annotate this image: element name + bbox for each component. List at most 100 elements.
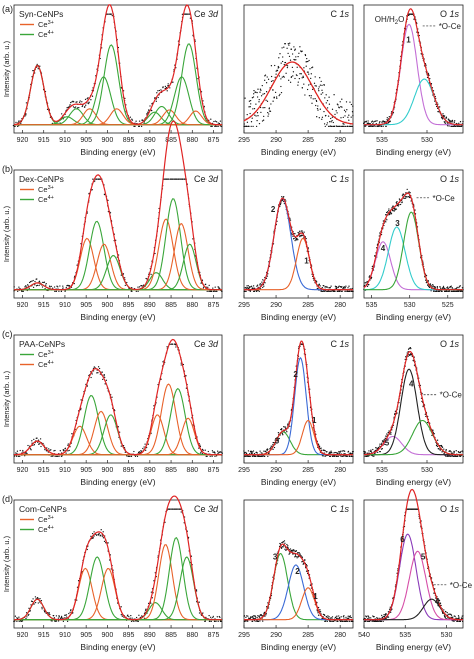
panel-title: O 1s — [440, 9, 460, 19]
data-point — [409, 192, 411, 194]
data-point — [18, 616, 20, 618]
y-axis-label: Intensity (arb. u.) — [2, 40, 11, 97]
data-point — [81, 101, 83, 103]
data-point — [256, 91, 258, 94]
data-point — [299, 235, 302, 237]
data-point — [337, 455, 339, 458]
data-point — [379, 450, 381, 453]
data-point — [127, 614, 129, 616]
data-point — [283, 196, 285, 198]
data-point — [51, 620, 53, 622]
data-point — [133, 450, 135, 453]
data-point — [268, 107, 271, 109]
data-point — [455, 125, 457, 128]
data-point — [53, 617, 56, 619]
data-point — [255, 125, 258, 128]
data-point — [25, 286, 27, 288]
data-point — [44, 448, 46, 451]
data-point — [409, 508, 411, 510]
plot-frame — [363, 499, 464, 629]
x-tick-label: 530 — [421, 467, 433, 474]
x-tick-label: 915 — [38, 302, 50, 309]
data-point — [435, 105, 438, 108]
data-point — [453, 620, 455, 622]
data-point — [283, 426, 285, 428]
data-point — [258, 98, 260, 101]
data-point — [295, 239, 298, 241]
data-point — [320, 93, 322, 95]
data-point — [316, 116, 318, 118]
x-axis-label: Binding energy (eV) — [261, 312, 336, 322]
data-point — [204, 620, 206, 622]
envelope-fit — [364, 8, 463, 126]
data-point — [206, 290, 208, 293]
data-point — [158, 89, 161, 92]
data-point — [346, 109, 348, 111]
data-point — [259, 616, 261, 618]
data-point — [70, 101, 72, 104]
data-point — [338, 615, 340, 617]
data-point — [280, 85, 282, 88]
data-point — [73, 282, 75, 285]
x-tick-label: 905 — [80, 467, 92, 474]
x-tick-label: 900 — [102, 632, 114, 639]
panel-title: C 1s — [330, 504, 349, 514]
data-point — [339, 452, 341, 454]
data-point — [280, 202, 282, 204]
data-point — [365, 452, 367, 454]
data-point — [301, 77, 303, 79]
data-point — [25, 285, 27, 287]
data-point — [347, 116, 349, 118]
data-point — [311, 102, 313, 104]
data-point — [408, 14, 410, 17]
data-point — [168, 508, 171, 510]
data-point — [92, 537, 94, 539]
x-axis-label: Binding energy (eV) — [376, 312, 451, 322]
data-point — [13, 620, 15, 623]
x-tick-label: 905 — [80, 137, 92, 144]
data-point — [251, 452, 254, 454]
data-point — [249, 617, 251, 619]
data-point — [248, 106, 250, 108]
x-tick-label: 535 — [366, 302, 378, 309]
data-point — [251, 615, 254, 618]
data-point — [198, 601, 200, 603]
data-point — [323, 290, 325, 292]
data-point — [328, 287, 330, 289]
data-point — [374, 120, 377, 122]
data-point — [310, 95, 312, 97]
x-tick-label: 880 — [186, 302, 198, 309]
data-point — [298, 77, 301, 80]
data-point — [326, 99, 329, 102]
data-point — [266, 606, 268, 608]
panel-letter: (c) — [2, 329, 13, 339]
data-point — [328, 103, 331, 105]
data-point — [350, 616, 352, 619]
data-point — [385, 221, 387, 223]
data-point — [32, 286, 35, 289]
data-point — [214, 125, 217, 127]
data-point — [192, 238, 194, 240]
data-point — [210, 125, 212, 128]
component-peak-0 — [364, 533, 463, 621]
data-point — [37, 439, 40, 441]
data-point — [352, 290, 354, 293]
data-point — [283, 76, 285, 78]
data-point — [334, 290, 336, 293]
data-point — [412, 508, 414, 510]
data-point — [388, 208, 390, 210]
data-point — [173, 343, 175, 345]
data-point — [128, 615, 130, 618]
data-point — [407, 195, 409, 198]
data-point — [55, 620, 58, 622]
data-point — [64, 447, 67, 449]
data-point — [282, 434, 284, 436]
data-point — [305, 65, 307, 67]
data-point — [41, 606, 43, 609]
data-point — [319, 611, 322, 613]
x-tick-label: 530 — [441, 632, 453, 639]
data-point — [219, 120, 222, 122]
data-point — [146, 113, 148, 115]
data-point — [460, 450, 462, 453]
data-point — [449, 613, 451, 615]
